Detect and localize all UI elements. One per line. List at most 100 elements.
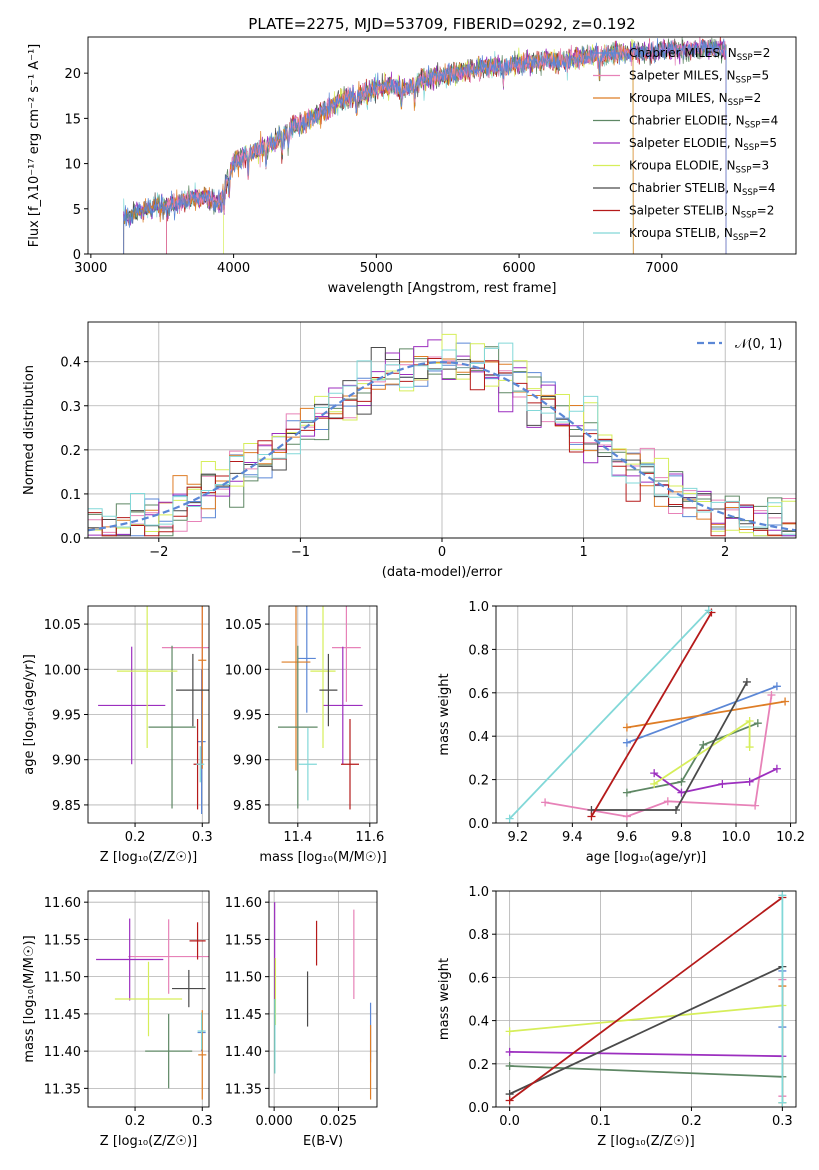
y-tick-label: 20 xyxy=(64,67,81,82)
x-tick-label: 0 xyxy=(438,545,446,560)
y-axis-label: mass [log₁₀(M/M☉)] xyxy=(22,935,37,1062)
x-tick-label: 0.1 xyxy=(590,1114,611,1129)
legend-label: Chabrier STELIB, NSSP=4 xyxy=(629,181,776,198)
weight-marker xyxy=(753,719,762,728)
plot-area xyxy=(505,606,790,823)
axes-frame xyxy=(268,890,378,1108)
x-tick-label: −1 xyxy=(291,545,310,560)
weight-marker xyxy=(505,1096,514,1105)
x-tick-label: 2 xyxy=(721,545,729,560)
plot-area xyxy=(98,606,209,814)
x-tick-label: 0.3 xyxy=(772,1114,793,1129)
x-tick-label: 0.2 xyxy=(681,1114,702,1129)
histogram-kroupa-elodie xyxy=(88,333,796,538)
x-tick-label: 11.6 xyxy=(355,830,384,845)
weight-marker xyxy=(745,743,754,752)
y-axis-label: Flux [f_λ10⁻¹⁷ erg cm⁻² s⁻¹ A⁻¹] xyxy=(27,44,42,248)
x-tick-label: 9.8 xyxy=(671,830,692,845)
x-tick-label: 0.2 xyxy=(125,830,146,845)
weight-marker xyxy=(718,779,727,788)
weight-line-kroupa-elodie xyxy=(509,1004,783,1033)
x-tick-label: 0.3 xyxy=(192,830,213,845)
y-tick-label: 11.60 xyxy=(44,896,81,911)
y-tick-label: 11.40 xyxy=(225,1045,262,1060)
x-tick-label: 0.3 xyxy=(192,1114,213,1129)
weight-marker xyxy=(745,777,754,786)
x-axis-label: Z [log₁₀(Z/Z☉)] xyxy=(100,850,197,865)
legend-label: Salpeter STELIB, NSSP=2 xyxy=(629,204,774,221)
y-tick-label: 9.95 xyxy=(52,709,81,724)
y-tick-label: 11.45 xyxy=(225,1008,262,1023)
x-tick-label: 11.4 xyxy=(283,830,312,845)
x-axis-label: age [log₁₀(age/yr)] xyxy=(586,850,707,865)
spectrum-panel: 3000 4000 5000 6000 7000 0 5 10 15 20 wavelength [… xyxy=(27,36,797,296)
legend-label: Salpeter MILES, NSSP=5 xyxy=(629,69,769,86)
x-tick-label: 9.2 xyxy=(507,830,528,845)
spectrum-line-kroupa-miles xyxy=(123,45,634,254)
age-vs-mass-panel: 11.4 11.6 9.85 9.90 9.95 10.00 10.05 mass [log₁… xyxy=(225,605,387,865)
legend-label: Salpeter ELODIE, NSSP=5 xyxy=(629,136,777,153)
weight-marker xyxy=(699,740,708,749)
x-axis-label: E(B-V) xyxy=(303,1134,343,1149)
y-tick-label: 11.55 xyxy=(225,933,262,948)
residuals-panel: −2 −1 0 1 2 0.0 0.1 0.2 0.3 0.4 (data-model)/error… xyxy=(22,321,797,580)
weight-marker xyxy=(622,812,631,821)
weight-line-salpeter-stelib xyxy=(590,612,713,817)
y-tick-label: 0.2 xyxy=(468,774,489,789)
weight-marker xyxy=(672,805,680,814)
weight-marker xyxy=(767,690,776,699)
y-tick-label: 0.6 xyxy=(468,971,489,986)
legend-label: Chabrier ELODIE, NSSP=4 xyxy=(629,114,778,131)
weight-marker xyxy=(622,788,631,797)
weight-vs-age-panel: 9.2 9.4 9.6 9.8 10.0 10.2 0.0 0.2 0.4 0.6 0.8 1.0 ag… xyxy=(437,600,805,865)
legend-label: Kroupa MILES, NSSP=2 xyxy=(629,91,761,108)
y-tick-label: 11.35 xyxy=(44,1082,81,1097)
y-tick-label: 11.50 xyxy=(225,971,262,986)
x-axis-label: mass [log₁₀(M/M☉)] xyxy=(259,850,386,865)
y-tick-label: 0.4 xyxy=(60,356,81,371)
weight-marker xyxy=(677,777,686,786)
age-vs-z-panel: 0.2 0.3 9.85 9.90 9.95 10.00 10.05 Z [log₁₀(Z/Z… xyxy=(22,605,213,865)
legend-label: Kroupa ELODIE, NSSP=3 xyxy=(629,159,769,176)
plot-area xyxy=(278,606,363,810)
y-tick-label: 9.85 xyxy=(233,799,262,814)
axes-frame xyxy=(87,36,797,255)
plot-area xyxy=(505,891,787,1107)
weight-line-salpeter-stelib xyxy=(509,896,783,1102)
x-tick-label: 0.000 xyxy=(256,1114,293,1129)
x-tick-label: 9.6 xyxy=(617,830,638,845)
weight-marker xyxy=(778,891,787,900)
x-tick-label: 0.2 xyxy=(125,1114,146,1129)
y-axis-label: mass weight xyxy=(437,673,452,755)
axes-frame xyxy=(87,605,210,824)
y-axis-label: Normed distribution xyxy=(22,365,37,495)
weight-vs-z-panel: 0.0 0.1 0.2 0.3 0.0 0.2 0.4 0.6 0.8 1.0 Z [log₁₀(Z… xyxy=(437,885,797,1149)
y-tick-label: 10.05 xyxy=(44,618,81,633)
axes-frame xyxy=(495,890,797,1108)
weight-marker xyxy=(781,697,790,706)
axes-frame xyxy=(495,605,797,824)
y-tick-label: 0 xyxy=(73,248,81,263)
weight-marker xyxy=(505,1027,514,1036)
plot-area xyxy=(123,37,727,254)
y-tick-label: 9.95 xyxy=(233,709,262,724)
y-tick-label: 0.8 xyxy=(468,643,489,658)
x-tick-label: 1 xyxy=(579,545,587,560)
mass-vs-ebv-panel: 0.000 0.025 11.35 11.40 11.45 11.50 11.55 11.60… xyxy=(225,890,378,1149)
x-axis-label: Z [log₁₀(Z/Z☉)] xyxy=(100,1134,197,1149)
y-tick-label: 10.00 xyxy=(225,663,262,678)
y-axis-label: mass weight xyxy=(437,958,452,1040)
weight-marker xyxy=(505,814,514,823)
y-tick-label: 0.6 xyxy=(468,687,489,702)
weight-marker xyxy=(704,606,713,615)
figure-title: PLATE=2275, MJD=53709, FIBERID=0292, z=0… xyxy=(248,15,635,33)
x-tick-label: 9.4 xyxy=(562,830,583,845)
y-tick-label: 9.90 xyxy=(52,754,81,769)
x-tick-label: 10.0 xyxy=(722,830,751,845)
x-tick-label: −2 xyxy=(149,545,168,560)
weight-line-chabrier-elodie xyxy=(509,1065,783,1078)
weight-marker xyxy=(622,723,631,732)
spectrum-line-kroupa-stelib xyxy=(123,42,634,254)
weight-line-salpeter-elodie xyxy=(509,1051,783,1058)
weight-marker xyxy=(622,738,631,747)
